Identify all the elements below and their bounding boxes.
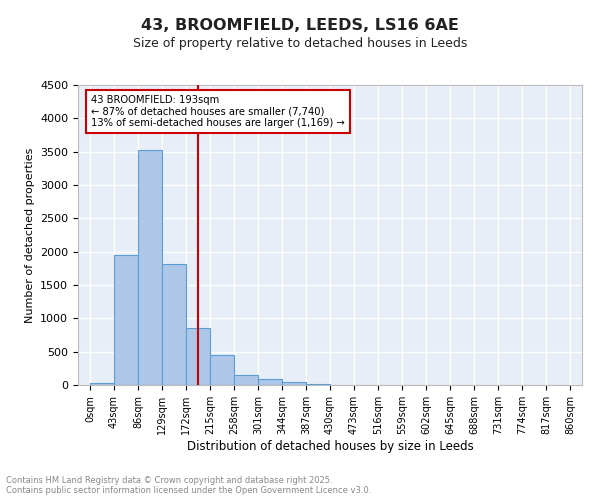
- Y-axis label: Number of detached properties: Number of detached properties: [25, 148, 35, 322]
- Bar: [282, 382, 306, 385]
- Bar: [186, 328, 210, 385]
- Text: 43, BROOMFIELD, LEEDS, LS16 6AE: 43, BROOMFIELD, LEEDS, LS16 6AE: [141, 18, 459, 32]
- Bar: [234, 374, 258, 385]
- X-axis label: Distribution of detached houses by size in Leeds: Distribution of detached houses by size …: [187, 440, 473, 452]
- Text: Contains HM Land Registry data © Crown copyright and database right 2025.
Contai: Contains HM Land Registry data © Crown c…: [6, 476, 371, 495]
- Bar: [162, 264, 186, 385]
- Text: Size of property relative to detached houses in Leeds: Size of property relative to detached ho…: [133, 38, 467, 51]
- Bar: [138, 150, 162, 385]
- Bar: [306, 384, 330, 385]
- Text: 43 BROOMFIELD: 193sqm
← 87% of detached houses are smaller (7,740)
13% of semi-d: 43 BROOMFIELD: 193sqm ← 87% of detached …: [91, 95, 345, 128]
- Bar: [258, 380, 282, 385]
- Bar: [90, 383, 114, 385]
- Bar: [114, 255, 138, 385]
- Bar: [210, 355, 234, 385]
